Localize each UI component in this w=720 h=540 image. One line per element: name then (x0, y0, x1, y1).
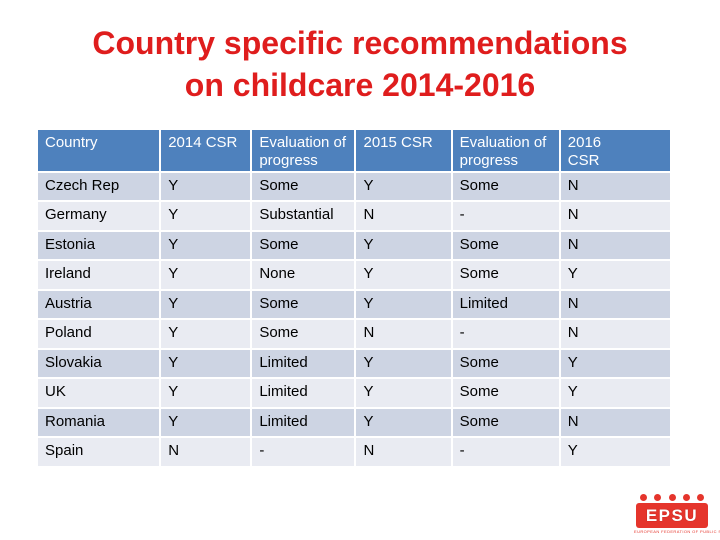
cell-2014-csr: Y (161, 172, 251, 201)
cell-2015-csr: Y (356, 261, 451, 289)
table-row: Estonia Y Some Y Some N (38, 231, 670, 260)
cell-2016-csr: Y (560, 438, 670, 466)
cell-eval-2015: - (452, 438, 559, 466)
cell-2016-csr: N (560, 231, 670, 260)
cell-country: Germany (38, 202, 160, 230)
col-header-country: Country (38, 130, 160, 171)
table-row: Czech Rep Y Some Y Some N (38, 172, 670, 201)
cell-2015-csr: Y (356, 172, 451, 201)
logo-dot (668, 494, 676, 501)
cell-eval-2015: Some (452, 349, 559, 378)
cell-2015-csr: Y (356, 231, 451, 260)
cell-country: UK (38, 379, 160, 407)
cell-eval-2015: - (452, 320, 559, 348)
cell-2015-csr: N (356, 320, 451, 348)
cell-country: Romania (38, 408, 160, 437)
cell-country: Czech Rep (38, 172, 160, 201)
cell-eval-2015: Limited (452, 290, 559, 319)
title-line-1: Country specific recommendations (92, 25, 628, 61)
logo-text: EPSU (645, 505, 699, 525)
logo-tagline: EUROPEAN FEDERATION OF PUBLIC SERVICE UN… (634, 529, 720, 534)
cell-2014-csr: Y (161, 349, 251, 378)
cell-country: Slovakia (38, 349, 160, 378)
logo-dot (654, 494, 662, 501)
cell-country: Spain (38, 438, 160, 466)
col-header-2016-csr: 2016 CSR (560, 130, 670, 171)
cell-2014-csr: Y (161, 202, 251, 230)
cell-2014-csr: Y (161, 231, 251, 260)
title-line-2: on childcare 2014-2016 (184, 67, 536, 104)
col-header-eval-2014: Evaluation of progress (252, 130, 355, 171)
cell-eval-2015: Some (452, 261, 559, 289)
cell-2014-csr: N (161, 438, 251, 466)
cell-country: Ireland (38, 261, 160, 289)
table-row: Ireland Y None Y Some Y (38, 261, 670, 289)
cell-eval-2015: - (452, 202, 559, 230)
col-header-2015-csr: 2015 CSR (356, 130, 451, 171)
cell-2016-csr: Y (560, 261, 670, 289)
cell-eval-2015: Some (452, 231, 559, 260)
cell-2015-csr: N (356, 438, 451, 466)
cell-2014-csr: Y (161, 379, 251, 407)
col-header-eval-2015: Evaluation of progress (452, 130, 559, 171)
cell-eval-2014: - (252, 438, 355, 466)
cell-2016-csr: N (560, 320, 670, 348)
cell-eval-2014: Some (252, 172, 355, 201)
cell-eval-2014: None (252, 261, 355, 289)
cell-2014-csr: Y (161, 261, 251, 289)
cell-eval-2014: Some (252, 290, 355, 319)
table-row: Spain N - N - Y (38, 438, 670, 466)
table-row: Germany Y Substantial N - N (38, 202, 670, 230)
cell-eval-2014: Limited (252, 408, 355, 437)
cell-eval-2015: Some (452, 379, 559, 407)
cell-2016-csr: N (560, 290, 670, 319)
table-row: Austria Y Some Y Limited N (38, 290, 670, 319)
cell-eval-2014: Limited (252, 379, 355, 407)
logo-dots (640, 494, 704, 501)
cell-eval-2014: Limited (252, 349, 355, 378)
cell-2016-csr: N (560, 408, 670, 437)
logo-dot (640, 494, 647, 501)
table-header-row: Country 2014 CSR Evaluation of progress … (38, 130, 670, 171)
table-row: UK Y Limited Y Some Y (38, 379, 670, 407)
cell-2015-csr: Y (356, 408, 451, 437)
cell-country: Poland (38, 320, 160, 348)
cell-2014-csr: Y (161, 408, 251, 437)
cell-country: Austria (38, 290, 160, 319)
cell-2016-csr: Y (560, 379, 670, 407)
cell-2016-csr: N (560, 172, 670, 201)
col-header-2014-csr: 2014 CSR (161, 130, 251, 171)
cell-2015-csr: Y (356, 379, 451, 407)
cell-eval-2014: Some (252, 231, 355, 260)
cell-eval-2015: Some (452, 172, 559, 201)
cell-2014-csr: Y (161, 320, 251, 348)
cell-eval-2014: Substantial (252, 202, 355, 230)
cell-2016-csr: Y (560, 349, 670, 378)
cell-country: Estonia (38, 231, 160, 260)
slide-title: Country specific recommendations on chil… (0, 22, 720, 106)
table-row: Romania Y Limited Y Some N (38, 408, 670, 437)
logo-dot (682, 494, 690, 501)
cell-2015-csr: N (356, 202, 451, 230)
cell-eval-2015: Some (452, 408, 559, 437)
cell-2015-csr: Y (356, 290, 451, 319)
table-row: Slovakia Y Limited Y Some Y (38, 349, 670, 378)
logo-dot (697, 494, 704, 501)
epsu-logo: EPSU EUROPEAN FEDERATION OF PUBLIC SERVI… (634, 494, 720, 534)
csr-table: Country 2014 CSR Evaluation of progress … (36, 128, 672, 468)
cell-2014-csr: Y (161, 290, 251, 319)
logo-box: EPSU (636, 503, 708, 528)
cell-eval-2014: Some (252, 320, 355, 348)
cell-2016-csr: N (560, 202, 670, 230)
table-row: Poland Y Some N - N (38, 320, 670, 348)
cell-2015-csr: Y (356, 349, 451, 378)
